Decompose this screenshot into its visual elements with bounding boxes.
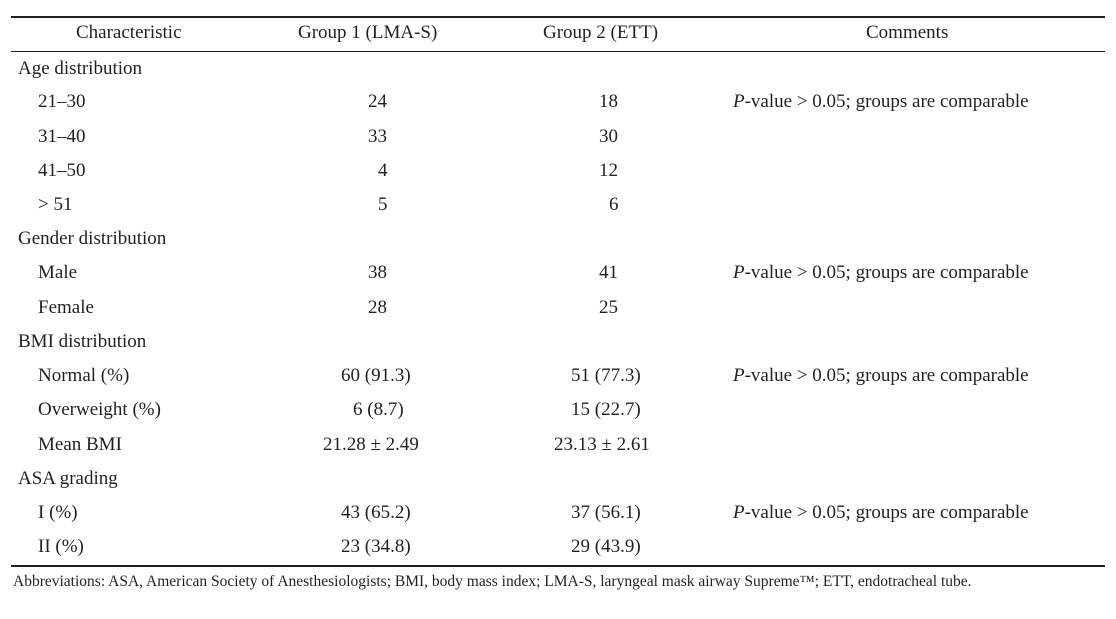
- row-label: 31–40: [38, 126, 86, 147]
- row-g1-value: 24: [368, 91, 387, 112]
- section-title-gender: Gender distribution: [18, 228, 167, 249]
- row-g2-value: 6: [609, 194, 619, 215]
- row-g1-value: 33: [368, 126, 387, 147]
- row-label: > 51: [38, 194, 73, 215]
- row-comment: P-value > 0.05; groups are comparable: [733, 91, 1029, 113]
- row-g2-value: 51 (77.3): [571, 365, 641, 386]
- row-g2-value: 18: [599, 91, 618, 112]
- row-label: Male: [38, 262, 78, 283]
- section-title-age: Age distribution: [18, 58, 143, 79]
- row-label: Normal (%): [38, 365, 130, 386]
- row-g2-value: 23.13 ± 2.61: [554, 434, 650, 455]
- row-g2-value: 12: [599, 160, 618, 181]
- row-g1-value: 23 (34.8): [341, 536, 411, 557]
- row-g1-value: 60 (91.3): [341, 365, 411, 386]
- row-label: Mean BMI: [38, 434, 122, 455]
- table-header-rule: [11, 51, 1105, 52]
- row-g1-value: 4: [378, 160, 388, 181]
- comment-text: -value > 0.05; groups are comparable: [744, 502, 1029, 523]
- header-group1: Group 1 (LMA-S): [298, 22, 438, 43]
- row-label: 21–30: [38, 91, 86, 112]
- p-italic: P: [733, 502, 745, 523]
- row-g2-value: 29 (43.9): [571, 536, 641, 557]
- table-top-rule: [11, 16, 1105, 18]
- row-g2-value: 41: [599, 262, 618, 283]
- row-label: I (%): [38, 502, 78, 523]
- p-italic: P: [733, 262, 745, 283]
- row-label: II (%): [38, 536, 84, 557]
- row-label: 41–50: [38, 160, 86, 181]
- row-comment: P-value > 0.05; groups are comparable: [733, 262, 1029, 284]
- section-title-asa: ASA grading: [18, 468, 118, 489]
- row-g2-value: 15 (22.7): [571, 399, 641, 420]
- section-title-bmi: BMI distribution: [18, 331, 147, 352]
- p-italic: P: [733, 365, 745, 386]
- row-g2-value: 30: [599, 126, 618, 147]
- header-group2: Group 2 (ETT): [543, 22, 659, 43]
- row-g1-value: 43 (65.2): [341, 502, 411, 523]
- row-label: Female: [38, 297, 94, 318]
- row-g2-value: 25: [599, 297, 618, 318]
- row-comment: P-value > 0.05; groups are comparable: [733, 502, 1029, 524]
- row-comment: P-value > 0.05; groups are comparable: [733, 365, 1029, 387]
- table-footnote: Abbreviations: ASA, American Society of …: [13, 573, 972, 590]
- row-g1-value: 28: [368, 297, 387, 318]
- table-bottom-rule: [11, 565, 1105, 567]
- comment-text: -value > 0.05; groups are comparable: [744, 91, 1029, 112]
- p-italic: P: [733, 91, 745, 112]
- row-g2-value: 37 (56.1): [571, 502, 641, 523]
- row-label: Overweight (%): [38, 399, 161, 420]
- row-g1-value: 21.28 ± 2.49: [323, 434, 419, 455]
- row-g1-value: 5: [378, 194, 388, 215]
- row-g1-value: 6 (8.7): [353, 399, 404, 420]
- header-comments: Comments: [866, 22, 949, 43]
- comment-text: -value > 0.05; groups are comparable: [744, 262, 1029, 283]
- row-g1-value: 38: [368, 262, 387, 283]
- header-characteristic: Characteristic: [76, 22, 182, 43]
- comment-text: -value > 0.05; groups are comparable: [744, 365, 1029, 386]
